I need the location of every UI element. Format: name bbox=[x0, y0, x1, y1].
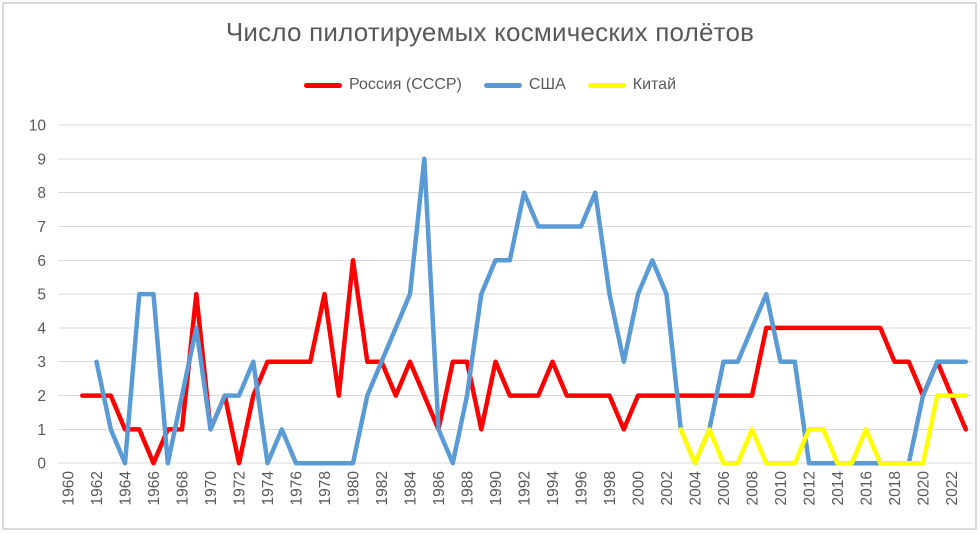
x-axis-label: 1966 bbox=[146, 471, 163, 505]
x-axis-label: 2018 bbox=[887, 471, 904, 505]
x-axis-label: 1972 bbox=[231, 471, 248, 505]
x-axis-label: 1980 bbox=[345, 471, 362, 506]
y-axis-label: 10 bbox=[29, 118, 47, 135]
chart-title: Число пилотируемых космических полётов bbox=[225, 17, 755, 47]
x-axis-label: 1970 bbox=[203, 471, 220, 506]
x-axis-label: 1996 bbox=[573, 471, 590, 505]
x-axis-label: 2002 bbox=[659, 471, 676, 505]
legend-swatch-usa bbox=[483, 82, 522, 88]
x-axis-label: 2010 bbox=[773, 471, 790, 506]
x-axis-label: 2014 bbox=[830, 471, 847, 506]
y-axis-label: 9 bbox=[37, 151, 46, 168]
x-axis-label: 1976 bbox=[288, 471, 305, 505]
x-axis-label: 2016 bbox=[858, 471, 875, 505]
x-axis-label: 1968 bbox=[174, 471, 191, 505]
y-axis-label: 2 bbox=[37, 388, 46, 405]
legend-swatch-russia-ussr bbox=[303, 82, 342, 88]
y-axis-label: 3 bbox=[37, 354, 46, 371]
x-axis-label: 1978 bbox=[317, 471, 334, 505]
x-axis-label: 1964 bbox=[117, 471, 134, 506]
x-axis-label: 2004 bbox=[687, 471, 704, 506]
x-axis-label: 2006 bbox=[716, 471, 733, 505]
legend-label-usa: США bbox=[528, 76, 566, 93]
series-line-usa bbox=[94, 156, 969, 466]
x-axis-label: 1998 bbox=[602, 471, 619, 505]
legend-label-china: Китай bbox=[632, 76, 677, 93]
series-line-russia-ussr bbox=[80, 258, 969, 466]
x-axis-label: 1974 bbox=[260, 471, 277, 506]
y-axis-label: 7 bbox=[37, 219, 46, 236]
x-axis-label: 1986 bbox=[431, 471, 448, 505]
x-axis-label: 1988 bbox=[459, 471, 476, 505]
x-axis-label: 1990 bbox=[488, 471, 505, 506]
x-axis-label: 1994 bbox=[545, 471, 562, 506]
x-axis-label: 1984 bbox=[402, 471, 419, 506]
legend-item-russia-ussr: Россия (СССР) bbox=[303, 76, 462, 94]
series-line-china bbox=[678, 393, 969, 466]
y-axis-label: 4 bbox=[37, 320, 46, 337]
legend-item-usa: США bbox=[483, 76, 566, 94]
y-axis-label: 1 bbox=[37, 422, 46, 439]
y-axis-label: 0 bbox=[37, 456, 46, 473]
x-axis-labels: 1960 1962 1964 1966 1968 1970 1972 1974 1976 1978… bbox=[60, 471, 961, 506]
y-axis-label: 8 bbox=[37, 185, 46, 202]
x-axis-label: 2000 bbox=[630, 471, 647, 506]
legend-swatch-china bbox=[587, 82, 626, 88]
y-axis-labels: 0 1 2 3 4 5 6 7 8 9 10 bbox=[29, 118, 47, 473]
x-axis-label: 2022 bbox=[944, 471, 961, 505]
x-axis-label: 2012 bbox=[801, 471, 818, 505]
x-axis-label: 2008 bbox=[744, 471, 761, 505]
y-axis-label: 5 bbox=[37, 287, 46, 304]
x-axis-label: 1960 bbox=[60, 471, 77, 506]
y-axis-label: 6 bbox=[37, 253, 46, 270]
x-axis-label: 1962 bbox=[89, 471, 106, 505]
x-axis-label: 2020 bbox=[915, 471, 932, 506]
legend-label-russia-ussr: Россия (СССР) bbox=[348, 76, 462, 93]
x-axis-label: 1982 bbox=[374, 471, 391, 505]
legend-item-china: Китай bbox=[587, 76, 677, 94]
chart-legend: Россия (СССР) США Китай bbox=[0, 76, 980, 94]
x-axis-label: 1992 bbox=[516, 471, 533, 505]
